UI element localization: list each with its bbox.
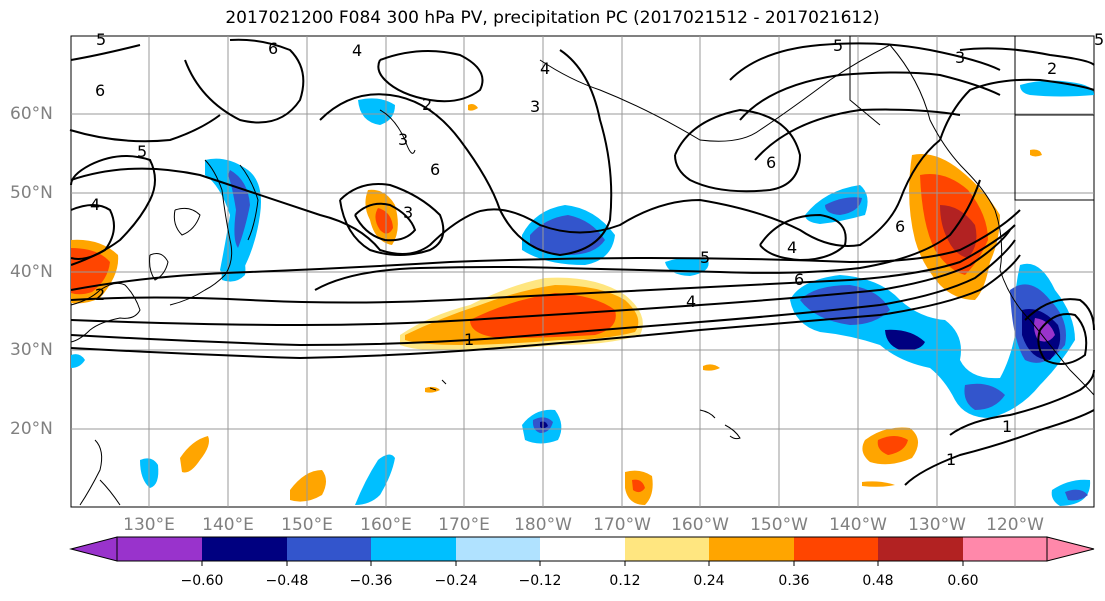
contour-label: 1 xyxy=(946,450,956,469)
contour-label: 6 xyxy=(95,81,105,100)
contour-label: 4 xyxy=(352,41,362,60)
colorbar-bin xyxy=(117,537,202,561)
lon-label-170w: 170°W xyxy=(593,515,651,535)
contour-label: 3 xyxy=(398,130,408,149)
colorbar-tick-label: −0.36 xyxy=(349,573,393,589)
lon-label-130w: 130°W xyxy=(908,515,966,535)
colorbar-tick-label: 0.48 xyxy=(862,573,894,589)
colorbar-bin xyxy=(709,537,794,561)
contour-label: 6 xyxy=(794,270,804,289)
lon-label-160w: 160°W xyxy=(671,515,729,535)
lat-label-20n: 20°N xyxy=(10,419,53,439)
contour-label: 4 xyxy=(540,59,550,78)
contour-label: 6 xyxy=(430,160,440,179)
lat-label-30n: 30°N xyxy=(10,340,53,360)
contour-label: 2 xyxy=(422,95,432,114)
lon-label-170e: 170°E xyxy=(438,515,490,535)
contour-label: 1 xyxy=(464,330,474,349)
colorbar-bin xyxy=(540,537,625,561)
contour-label: 5 xyxy=(700,248,710,267)
contour-label: 5 xyxy=(96,30,106,49)
contour-label: 4 xyxy=(787,238,797,257)
contour-label: 4 xyxy=(686,292,696,311)
contour-label: 2 xyxy=(1047,59,1057,78)
contour-label: 5 xyxy=(833,36,843,55)
pv-contours xyxy=(69,38,1095,486)
contour-label: 2 xyxy=(95,285,105,304)
lat-label-50n: 50°N xyxy=(10,183,53,203)
lon-label-150w: 150°W xyxy=(750,515,808,535)
lon-label-180w: 180°W xyxy=(514,515,572,535)
colorbar-under-arrow xyxy=(69,536,118,562)
colorbar-bin xyxy=(287,537,371,561)
lon-label-140e: 140°E xyxy=(202,515,254,535)
colorbar-bin xyxy=(963,537,1047,561)
colorbar-tick-label: 0.24 xyxy=(693,573,725,589)
colorbar-tick-label: −0.12 xyxy=(518,573,562,589)
colorbar-tick-label: 0.12 xyxy=(609,573,641,589)
colorbar-tick-label: −0.48 xyxy=(265,573,309,589)
contour-label: 5 xyxy=(137,142,147,161)
lon-label-130e: 130°E xyxy=(123,515,175,535)
contour-labels: 5 6 4 5 3 2 6 4 3 2 6 5 4 3 6 5 4 1 4 6 … xyxy=(90,30,1104,469)
map-title: 2017021200 F084 300 hPa PV, precipitatio… xyxy=(225,8,880,28)
contour-label: 3 xyxy=(955,48,965,67)
contour-label: 6 xyxy=(895,217,905,236)
colorbar-over-arrow xyxy=(1046,536,1095,562)
colorbar-bin xyxy=(202,537,287,561)
colorbar-bin xyxy=(878,537,963,561)
lon-label-160e: 160°E xyxy=(360,515,412,535)
colorbar-bin xyxy=(371,537,456,561)
contour-label: 5 xyxy=(1094,30,1104,49)
colorbar-tick-label: 0.60 xyxy=(947,573,979,589)
lon-label-120w: 120°W xyxy=(986,515,1044,535)
colorbar-tick-label: −0.24 xyxy=(434,573,478,589)
lon-label-140w: 140°W xyxy=(829,515,887,535)
contour-label: 3 xyxy=(530,97,540,116)
colorbar-bin xyxy=(794,537,878,561)
contour-label: 6 xyxy=(268,39,278,58)
colorbar-bin xyxy=(456,537,540,561)
precip-shading xyxy=(71,80,1095,506)
lat-label-60n: 60°N xyxy=(10,104,53,124)
colorbar-tick-label: 0.36 xyxy=(778,573,810,589)
contour-label: 3 xyxy=(403,203,413,222)
lon-label-150e: 150°E xyxy=(281,515,333,535)
lat-label-40n: 40°N xyxy=(10,262,53,282)
contour-label: 6 xyxy=(766,153,776,172)
colorbar xyxy=(69,536,1095,566)
contour-label: 1 xyxy=(1002,417,1012,436)
contour-label: 4 xyxy=(90,195,100,214)
colorbar-tick-label: −0.60 xyxy=(180,573,224,589)
colorbar-bin xyxy=(625,537,709,561)
